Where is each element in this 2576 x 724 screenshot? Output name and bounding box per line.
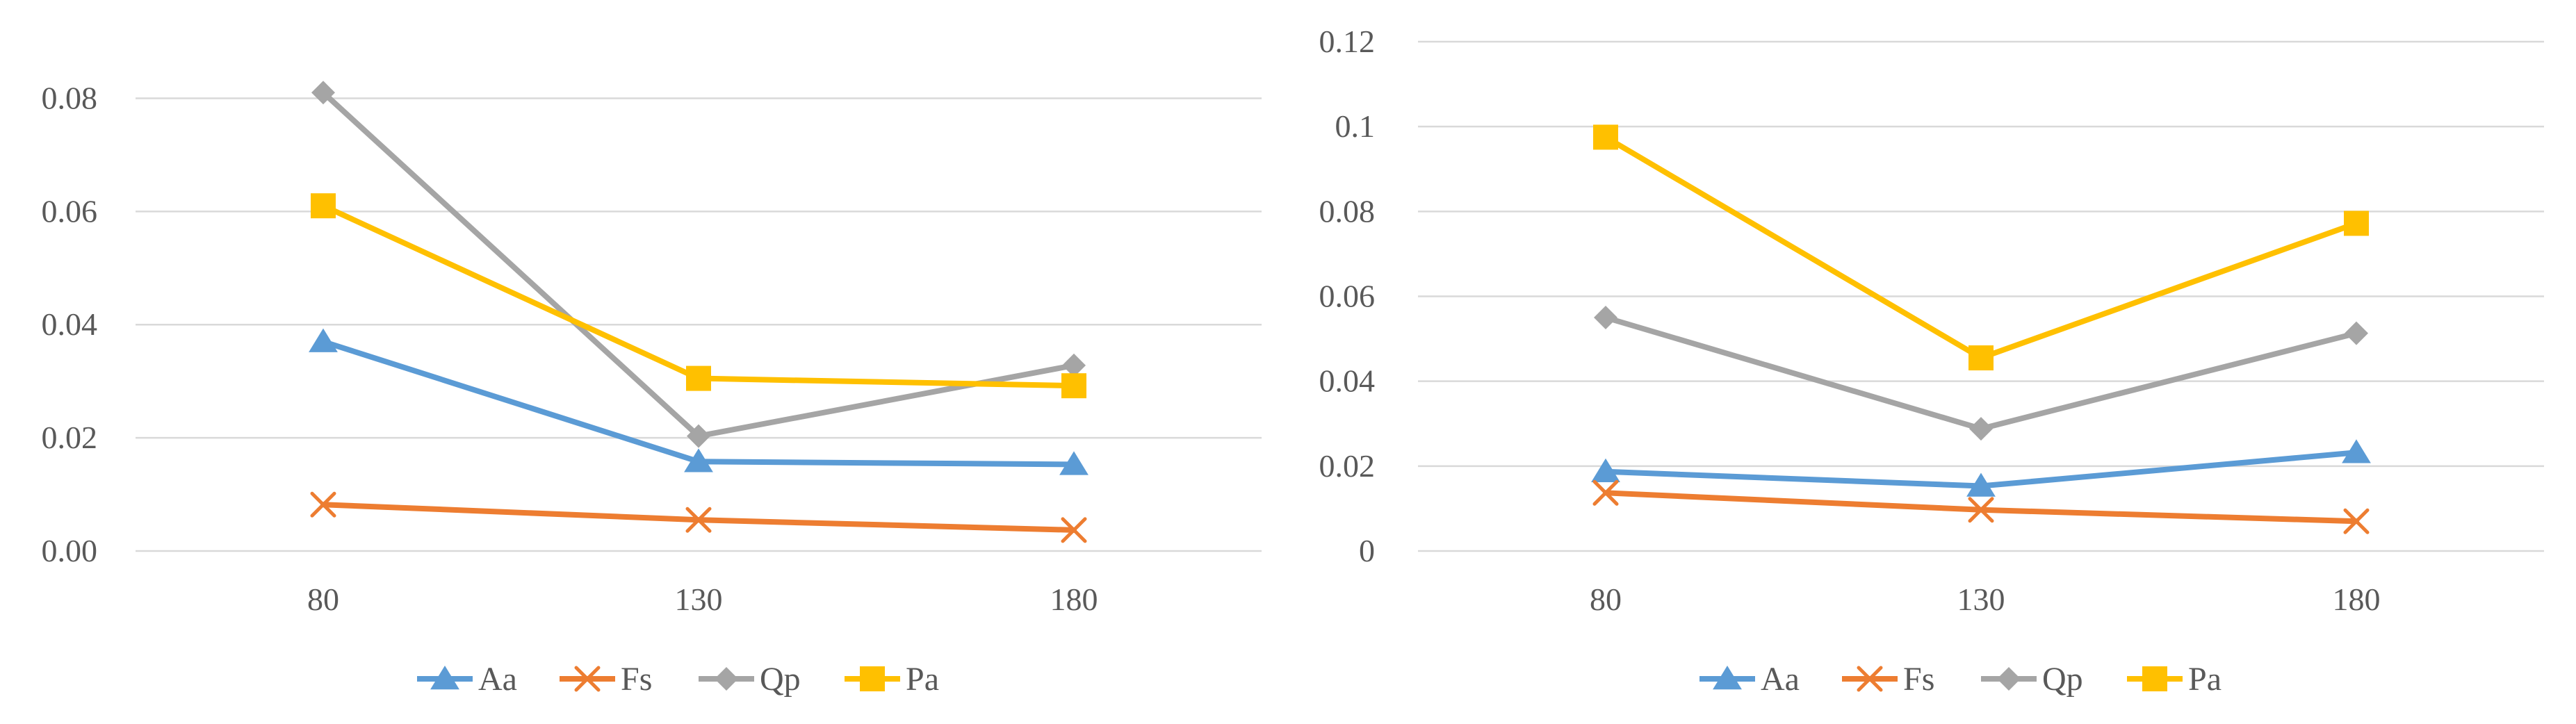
- x-tick-label: 130: [1957, 582, 2005, 617]
- legend-label: Fs: [1903, 661, 1934, 698]
- data-point-aa: [1059, 451, 1089, 475]
- series-fs: [310, 491, 1087, 543]
- data-point-fs: [1592, 479, 1619, 506]
- chart-1: 0.00 0.02 0.04 0.06 0.08 80 130 180 Aa Fs Qp Pa: [42, 80, 1262, 698]
- data-point-fs: [2343, 508, 2370, 534]
- y-tick-label: 0.08: [1319, 193, 1376, 229]
- y-tick-label: 0.04: [1319, 363, 1376, 399]
- legend-marker: [574, 666, 601, 692]
- series-aa: [1591, 439, 2371, 497]
- series-qp: [1594, 306, 2368, 441]
- data-point-aa: [684, 448, 713, 472]
- data-point-aa: [1591, 458, 1620, 482]
- series-line-pa: [320, 203, 1077, 389]
- legend-marker: [1713, 666, 1742, 690]
- data-point-qp: [2345, 321, 2368, 345]
- data-point-pa: [686, 365, 711, 391]
- data-point-qp: [1062, 353, 1086, 377]
- data-point-fs: [1968, 497, 1994, 523]
- data-point-qp: [311, 81, 335, 105]
- data-point-fs: [310, 491, 336, 518]
- data-point-pa: [1593, 124, 1618, 150]
- legend-marker: [1857, 666, 1883, 692]
- legend-marker: [860, 666, 885, 691]
- chart-2: 0 0.02 0.04 0.06 0.08 0.1 0.12 80 130 180 Aa Fs Qp Pa: [1319, 24, 2544, 698]
- series-line-qp: [1603, 315, 2359, 432]
- y-tick-label: 0.1: [1335, 108, 1376, 144]
- x-tick-label: 180: [1050, 582, 1098, 617]
- legend-entry-pa: Pa: [845, 661, 939, 698]
- legend-label: Qp: [2042, 661, 2083, 698]
- data-point-qp: [1969, 417, 1993, 441]
- legend-entry-pa: Pa: [2127, 661, 2222, 698]
- series-line-fs: [320, 502, 1077, 533]
- series-qp: [311, 81, 1086, 448]
- data-point-fs: [1061, 517, 1087, 543]
- legend-entry-fs: Fs: [560, 661, 652, 698]
- legend-label: Aa: [1761, 661, 1800, 698]
- legend-label: Qp: [760, 661, 801, 698]
- series-line-pa: [1603, 134, 2359, 361]
- y-tick-label: 0.02: [42, 420, 98, 455]
- legend-label: Pa: [906, 661, 939, 698]
- legend-entry-qp: Qp: [699, 661, 801, 698]
- y-tick-label: 0: [1359, 533, 1375, 568]
- data-point-pa: [2344, 211, 2369, 236]
- series-pa: [311, 193, 1086, 399]
- legend-entry-qp: Qp: [1981, 661, 2083, 698]
- legend-entry-fs: Fs: [1842, 661, 1934, 698]
- legend-label: Fs: [621, 661, 652, 698]
- data-point-pa: [1968, 345, 1994, 371]
- data-point-qp: [687, 424, 710, 448]
- legend-label: Pa: [2188, 661, 2222, 698]
- legend-entry-aa: Aa: [1699, 661, 1800, 698]
- y-tick-label: 0.06: [1319, 279, 1376, 314]
- legend-marker: [430, 666, 459, 690]
- data-point-pa: [1061, 373, 1086, 399]
- y-tick-label: 0.08: [42, 80, 98, 115]
- x-tick-label: 80: [1590, 582, 1622, 617]
- y-tick-label: 0.04: [42, 306, 98, 342]
- data-point-aa: [2342, 439, 2371, 463]
- data-point-aa: [1966, 472, 1996, 497]
- series-fs: [1592, 479, 2370, 534]
- x-tick-label: 180: [2333, 582, 2381, 617]
- legend-marker: [2142, 666, 2167, 691]
- y-tick-label: 0.06: [42, 193, 98, 229]
- y-tick-label: 0.12: [1319, 24, 1376, 59]
- data-point-pa: [311, 193, 336, 219]
- data-point-qp: [1594, 306, 1617, 330]
- data-point-aa: [309, 328, 338, 352]
- y-tick-label: 0.02: [1319, 448, 1376, 484]
- x-tick-label: 80: [307, 582, 339, 617]
- legend-marker: [715, 667, 738, 691]
- legend-entry-aa: Aa: [417, 661, 517, 698]
- series-line-fs: [1603, 490, 2359, 525]
- series-aa: [309, 328, 1089, 475]
- data-point-fs: [685, 507, 712, 533]
- legend-label: Aa: [478, 661, 517, 698]
- y-tick-label: 0.00: [42, 533, 98, 568]
- series-pa: [1593, 124, 2369, 371]
- x-tick-label: 130: [675, 582, 723, 617]
- legend-marker: [1997, 667, 2021, 691]
